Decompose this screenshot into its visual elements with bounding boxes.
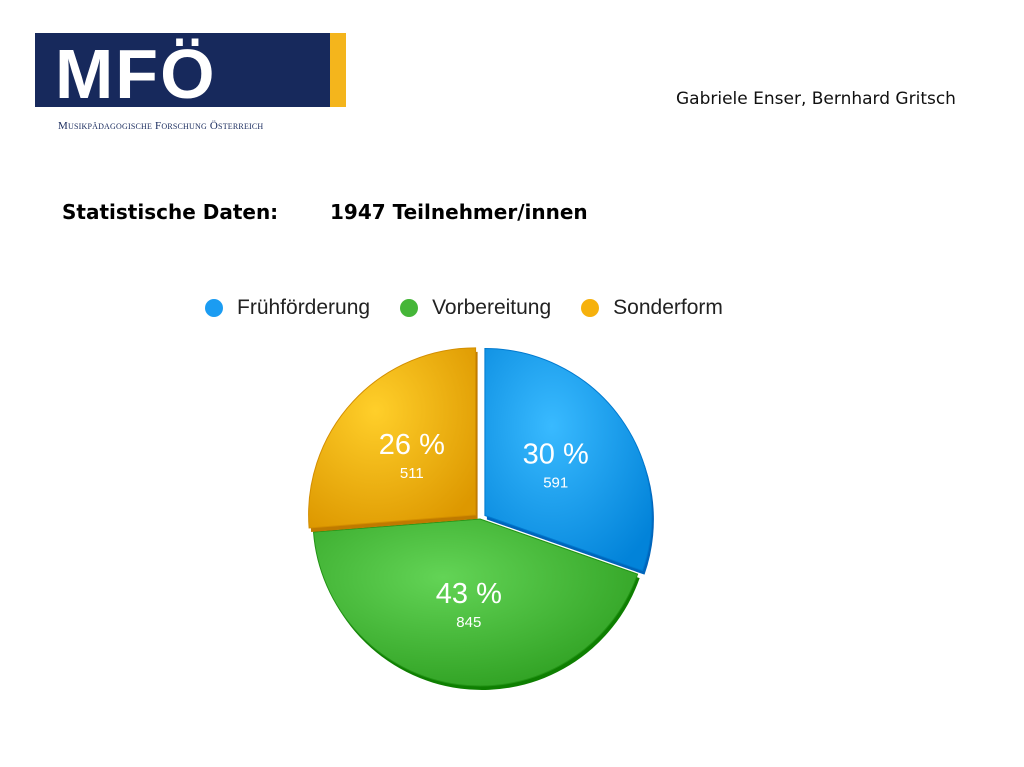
slice-value-label: 845 bbox=[456, 614, 481, 631]
legend-dot-sonderform bbox=[581, 299, 600, 317]
slice-percent-label: 43 % bbox=[436, 578, 502, 610]
slice-value-label: 591 bbox=[543, 474, 568, 491]
legend-item-fruehfoerderung: Frühförderung bbox=[205, 296, 370, 320]
logo-letters: MFÖ bbox=[55, 35, 217, 113]
slice-percent-label: 26 % bbox=[379, 429, 445, 461]
pie-slice-sonderform bbox=[308, 347, 477, 529]
legend-label-sonderform: Sonderform bbox=[613, 296, 723, 319]
heading: Statistische Daten: bbox=[62, 200, 279, 224]
legend-item-vorbereitung: Vorbereitung bbox=[400, 296, 551, 320]
legend-item-sonderform: Sonderform bbox=[581, 296, 723, 320]
legend-dot-fruehfoerderung bbox=[205, 299, 223, 317]
slice-percent-label: 30 % bbox=[523, 438, 589, 470]
pie-slice-frühförderung bbox=[484, 348, 653, 572]
legend-dot-vorbereitung bbox=[400, 299, 419, 317]
authors: Gabriele Enser, Bernhard Gritsch bbox=[676, 89, 956, 109]
legend-label-fruehfoerderung: Frühförderung bbox=[237, 296, 371, 319]
legend-label-vorbereitung: Vorbereitung bbox=[432, 296, 552, 319]
logo-accent-bar bbox=[330, 33, 346, 107]
participant-count: 1947 Teilnehmer/innen bbox=[330, 200, 588, 224]
slice-value-label: 511 bbox=[400, 465, 424, 482]
logo-background bbox=[35, 33, 346, 107]
logo-subtitle-text: Musikpädagogische Forschung Österreich bbox=[58, 120, 264, 132]
chart-legend: Frühförderung Vorbereitung Sonderform bbox=[205, 295, 753, 321]
pie-slice-vorbereitung bbox=[312, 518, 639, 687]
logo-subtitle: Musikpädagogische Forschung Österreich bbox=[58, 120, 263, 132]
